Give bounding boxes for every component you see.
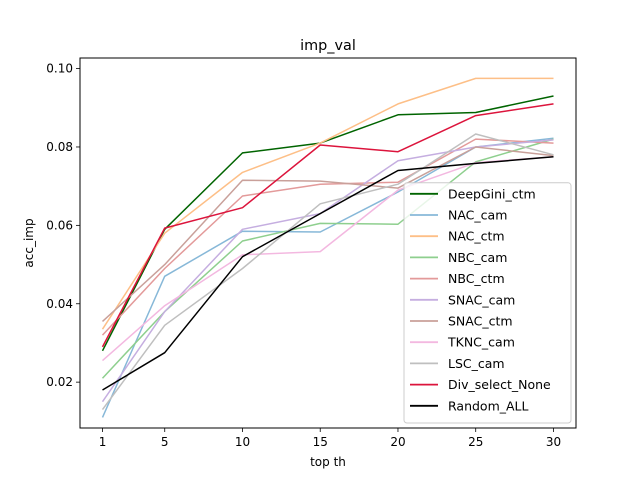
legend-label-NBC_ctm: NBC_ctm [448,271,505,286]
legend-label-NAC_ctm: NAC_ctm [448,229,505,244]
series-line-Random_ALL [102,156,554,391]
series-line-NAC_ctm [101,77,554,330]
x-tick-label: 25 [468,435,483,449]
series-lines [101,77,554,418]
series-line-SNAC_ctm [101,146,554,322]
x-tick-label: 15 [313,435,328,449]
series-line-LSC_cam [101,133,554,411]
legend-label-TKNC_cam: TKNC_cam [447,335,515,350]
x-tick-label: 30 [546,435,561,449]
legend: DeepGini_ctm NAC_cam NAC_ctm NBC_cam NBC_ctm… [403,182,572,424]
legend-label-NAC_cam: NAC_cam [448,208,507,223]
y-tick-label: 0.04 [46,297,73,311]
y-axis-label: acc_imp [22,218,36,267]
y-tick-label: 0.02 [46,375,73,389]
series-line-NBC_ctm [101,138,554,336]
legend-label-SNAC_cam: SNAC_cam [448,292,515,307]
y-tick-label: 0.08 [46,140,73,154]
x-axis: 1 5 10 15 20 25 30 [99,428,561,449]
x-tick-label: 1 [99,435,107,449]
x-tick-label: 10 [235,435,250,449]
plot-frame [79,57,577,429]
legend-label-DeepGini_ctm: DeepGini_ctm [448,186,536,201]
y-axis: 0.02 0.04 0.06 0.08 0.10 [46,62,80,389]
y-tick-label: 0.10 [46,62,73,76]
legend-label-LSC_cam: LSC_cam [448,356,505,371]
y-tick-label: 0.06 [46,218,73,232]
legend-label-Random_ALL: Random_ALL [448,398,529,413]
x-axis-label: top th [310,455,346,469]
x-tick-label: 5 [161,435,169,449]
legend-label-Div_select_None: Div_select_None [448,377,551,392]
legend-label-SNAC_ctm: SNAC_ctm [448,314,513,329]
x-tick-label: 20 [390,435,405,449]
legend-label-NBC_cam: NBC_cam [448,250,507,265]
legend-box [403,182,572,424]
chart-title: imp_val [300,38,356,54]
series-line-Div_select_None [101,103,554,348]
